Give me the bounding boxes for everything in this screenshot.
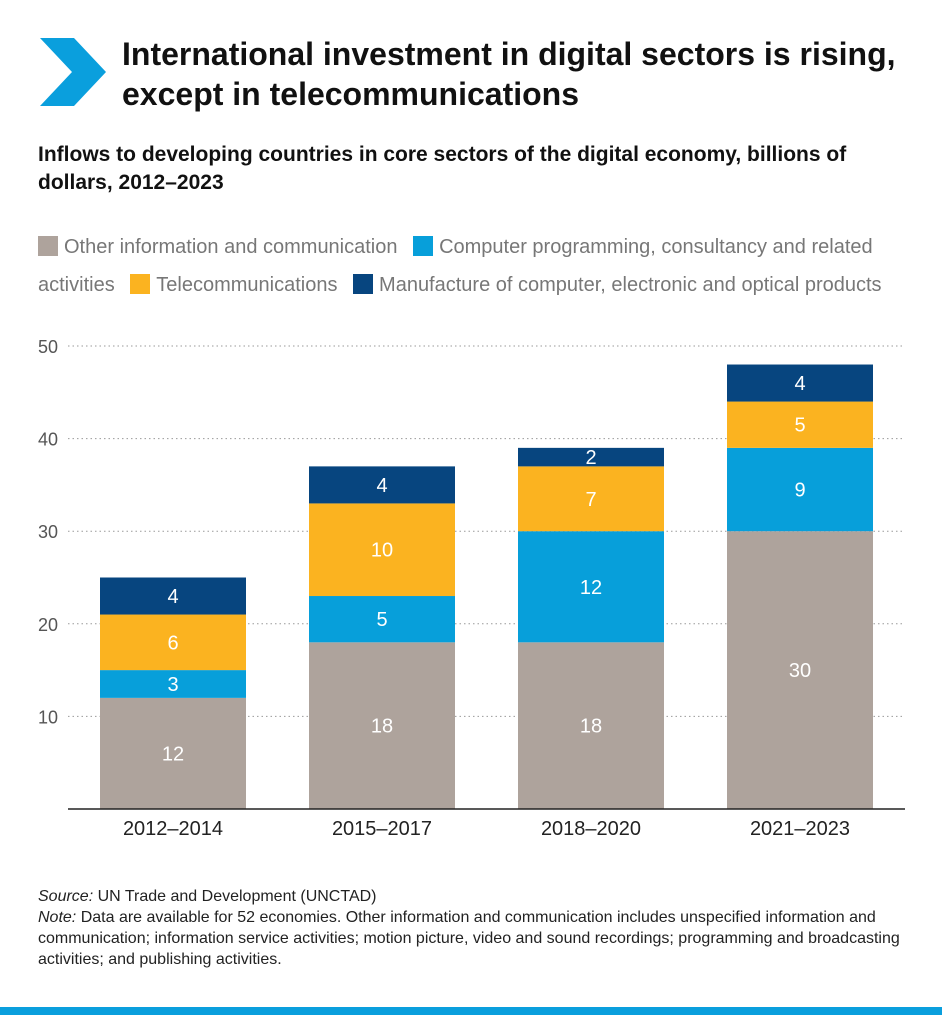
x-tick-label: 2012–2014 [123, 818, 223, 840]
x-tick-label: 2015–2017 [332, 818, 432, 840]
y-tick-label: 30 [38, 522, 58, 542]
legend-item-other: Other information and communication [38, 236, 398, 258]
bar-segment [727, 401, 873, 448]
note-label: Note: [38, 909, 77, 926]
bar-value-label: 5 [376, 609, 387, 631]
source-text: UN Trade and Development (UNCTAD) [93, 888, 377, 905]
bar-value-label: 10 [371, 540, 393, 562]
bar-value-label: 5 [794, 415, 805, 437]
bar-value-label: 4 [167, 586, 178, 608]
legend-item-computer-programming: Computer programming, consultancy and re… [38, 236, 873, 296]
bar-segment [100, 697, 246, 809]
y-tick-label: 20 [38, 615, 58, 635]
bar-segment [727, 447, 873, 532]
chart-notes: Source: UN Trade and Development (UNCTAD… [38, 886, 908, 970]
y-tick-label: 10 [38, 707, 58, 727]
x-tick-label: 2021–2023 [750, 818, 850, 840]
legend-item-manufacture: Manufacture of computer, electronic and … [353, 274, 882, 296]
legend-swatch [130, 274, 151, 294]
note-line: Note: Data are available for 52 economie… [38, 907, 908, 970]
bar-segment [518, 531, 664, 643]
bar-segment [309, 503, 455, 597]
bar-segment [309, 466, 455, 504]
bar-value-label: 4 [376, 475, 387, 497]
bar-segment [518, 642, 664, 809]
bar-segment [100, 577, 246, 615]
chevron-icon [40, 38, 106, 106]
bar-value-label: 12 [162, 743, 184, 765]
bar-value-label: 30 [789, 660, 811, 682]
bar-segment [100, 614, 246, 671]
bar-value-label: 9 [794, 480, 805, 502]
bar-value-label: 4 [794, 373, 805, 395]
source-line: Source: UN Trade and Development (UNCTAD… [38, 886, 908, 907]
bar-value-label: 6 [167, 632, 178, 654]
bar-value-label: 12 [580, 577, 602, 599]
chart-subtitle: Inflows to developing countries in core … [38, 143, 847, 194]
bar-segment [100, 670, 246, 698]
bar-value-label: 18 [371, 716, 393, 738]
legend-swatch [413, 236, 434, 256]
legend-item-telecommunications: Telecommunications [130, 274, 337, 296]
bar-value-label: 3 [167, 674, 178, 696]
bar-value-label: 18 [580, 716, 602, 738]
legend-swatch [38, 236, 58, 256]
bar-segment [518, 466, 664, 532]
legend-label: Manufacture of computer, electronic and … [379, 274, 882, 296]
bar-value-label: 2 [585, 447, 596, 469]
bar-segment [518, 447, 664, 467]
x-tick-label: 2018–2020 [541, 818, 641, 840]
bar-segment [727, 364, 873, 402]
y-tick-label: 40 [38, 430, 58, 450]
note-text: Data are available for 52 economies. Oth… [38, 909, 900, 968]
legend-label: Computer programming, consultancy and re… [38, 236, 873, 296]
legend-label: Other information and communication [64, 236, 398, 258]
bar-segment [727, 531, 873, 809]
source-label: Source: [38, 888, 94, 905]
bar-segment [309, 642, 455, 809]
legend-label: Telecommunications [156, 274, 338, 296]
chart-legend: Other information and communication Comp… [38, 228, 908, 304]
legend-swatch [353, 274, 374, 294]
bar-segment [309, 596, 455, 643]
stacked-bar-chart: 10 20 30 40 50 12 3 6 4 2012–2014 18 5 10 4 2015–2017 1… [38, 337, 905, 840]
bar-value-label: 7 [585, 489, 596, 511]
y-tick-label: 50 [38, 337, 58, 357]
bottom-accent-rule [0, 1007, 942, 1015]
page-title: International investment in digital sect… [122, 36, 896, 112]
